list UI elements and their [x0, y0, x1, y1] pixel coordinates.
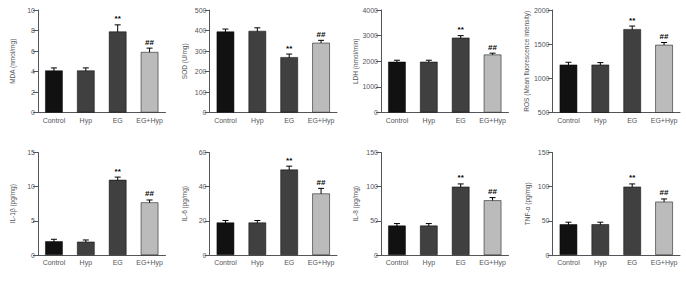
svg-text:EG: EG — [113, 259, 123, 266]
svg-text:TNF-α (pg/mg): TNF-α (pg/mg) — [524, 182, 532, 225]
svg-text:Hyp: Hyp — [80, 117, 93, 125]
svg-text:EG: EG — [456, 259, 466, 266]
svg-text:##: ## — [145, 38, 154, 47]
svg-text:##: ## — [488, 187, 497, 196]
svg-text:50: 50 — [542, 217, 550, 224]
svg-text:150: 150 — [366, 149, 378, 156]
svg-text:EG+Hyp: EG+Hyp — [651, 259, 678, 267]
svg-text:Control: Control — [386, 117, 409, 124]
svg-text:EG: EG — [113, 117, 123, 124]
svg-text:Control: Control — [43, 259, 66, 266]
svg-text:Control: Control — [557, 117, 580, 124]
svg-text:EG+Hyp: EG+Hyp — [651, 117, 678, 125]
svg-text:100: 100 — [195, 89, 207, 96]
svg-text:IL-1β (pg/mg): IL-1β (pg/mg) — [9, 184, 17, 223]
svg-text:3000: 3000 — [362, 32, 378, 39]
svg-text:##: ## — [660, 188, 669, 197]
svg-text:Control: Control — [386, 259, 409, 266]
svg-text:2000: 2000 — [534, 7, 550, 14]
svg-text:SOD (U/mg): SOD (U/mg) — [181, 43, 189, 79]
svg-text:50: 50 — [370, 217, 378, 224]
svg-text:8: 8 — [31, 27, 35, 34]
svg-text:Hyp: Hyp — [80, 259, 93, 267]
svg-text:Control: Control — [214, 117, 237, 124]
svg-text:5: 5 — [31, 217, 35, 224]
svg-text:1000: 1000 — [534, 75, 550, 82]
svg-text:Hyp: Hyp — [251, 259, 264, 267]
svg-text:2000: 2000 — [362, 58, 378, 65]
svg-text:LDH (nmol/min): LDH (nmol/min) — [352, 38, 360, 84]
svg-text:Control: Control — [557, 259, 580, 266]
svg-text:Control: Control — [43, 117, 66, 124]
svg-text:0: 0 — [203, 109, 207, 116]
svg-text:##: ## — [488, 43, 497, 52]
svg-text:100: 100 — [366, 183, 378, 190]
svg-text:Hyp: Hyp — [594, 259, 607, 267]
svg-text:10: 10 — [27, 183, 35, 190]
svg-text:0: 0 — [203, 252, 207, 259]
svg-text:##: ## — [660, 32, 669, 41]
svg-text:Control: Control — [214, 259, 237, 266]
svg-text:200: 200 — [195, 68, 207, 75]
svg-text:EG: EG — [627, 117, 637, 124]
svg-text:6: 6 — [31, 48, 35, 55]
svg-text:300: 300 — [195, 48, 207, 55]
svg-text:EG+Hyp: EG+Hyp — [308, 259, 335, 267]
svg-text:##: ## — [317, 178, 326, 187]
svg-text:500: 500 — [195, 7, 207, 14]
svg-text:4000: 4000 — [362, 7, 378, 14]
svg-text:500: 500 — [538, 109, 550, 116]
svg-text:1000: 1000 — [362, 83, 378, 90]
svg-text:Hyp: Hyp — [423, 259, 436, 267]
svg-text:400: 400 — [195, 27, 207, 34]
svg-text:1500: 1500 — [534, 41, 550, 48]
svg-text:10: 10 — [27, 7, 35, 14]
svg-text:100: 100 — [538, 183, 550, 190]
svg-text:0: 0 — [374, 252, 378, 259]
svg-text:**: ** — [458, 173, 465, 182]
svg-text:20: 20 — [199, 217, 207, 224]
svg-text:**: ** — [286, 156, 293, 165]
svg-text:Hyp: Hyp — [423, 117, 436, 125]
svg-text:EG: EG — [456, 117, 466, 124]
svg-text:EG: EG — [627, 259, 637, 266]
svg-text:Hyp: Hyp — [251, 117, 264, 125]
svg-text:##: ## — [145, 189, 154, 198]
svg-text:**: ** — [458, 25, 465, 34]
svg-text:EG+Hyp: EG+Hyp — [479, 117, 506, 125]
svg-text:**: ** — [629, 173, 636, 182]
svg-text:**: ** — [115, 167, 122, 176]
svg-text:0: 0 — [31, 109, 35, 116]
svg-text:ROS (Mean fluorescence intensi: ROS (Mean fluorescence intensity) — [523, 11, 531, 112]
svg-text:60: 60 — [199, 149, 207, 156]
svg-text:0: 0 — [31, 252, 35, 259]
svg-text:2: 2 — [31, 89, 35, 96]
svg-text:EG: EG — [284, 117, 294, 124]
svg-text:**: ** — [115, 14, 122, 23]
svg-text:MDA (nmol/mg): MDA (nmol/mg) — [9, 39, 17, 84]
svg-text:##: ## — [317, 30, 326, 39]
svg-text:**: ** — [629, 16, 636, 25]
svg-text:40: 40 — [199, 183, 207, 190]
svg-text:150: 150 — [538, 149, 550, 156]
svg-text:4: 4 — [31, 68, 35, 75]
svg-text:15: 15 — [27, 149, 35, 156]
svg-text:EG+Hyp: EG+Hyp — [136, 259, 163, 267]
svg-text:IL-6 (pg/mg): IL-6 (pg/mg) — [181, 186, 189, 221]
svg-text:Hyp: Hyp — [594, 117, 607, 125]
svg-text:EG+Hyp: EG+Hyp — [136, 117, 163, 125]
svg-text:0: 0 — [546, 252, 550, 259]
svg-text:0: 0 — [374, 109, 378, 116]
svg-text:EG+Hyp: EG+Hyp — [479, 259, 506, 267]
svg-text:**: ** — [286, 44, 293, 53]
svg-text:EG+Hyp: EG+Hyp — [308, 117, 335, 125]
svg-text:IL-8 (pg/mg): IL-8 (pg/mg) — [352, 186, 360, 221]
svg-text:EG: EG — [284, 259, 294, 266]
